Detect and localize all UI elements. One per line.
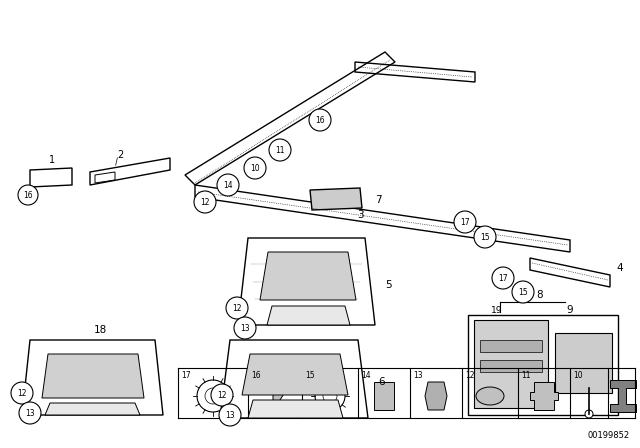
Text: 12: 12 bbox=[200, 198, 210, 207]
Text: 17: 17 bbox=[181, 371, 191, 380]
Circle shape bbox=[492, 267, 514, 289]
Circle shape bbox=[234, 317, 256, 339]
Text: 11: 11 bbox=[275, 146, 285, 155]
Text: 13: 13 bbox=[25, 409, 35, 418]
Text: 9: 9 bbox=[566, 305, 573, 315]
Polygon shape bbox=[267, 380, 285, 412]
Polygon shape bbox=[530, 382, 558, 410]
Polygon shape bbox=[45, 403, 140, 415]
Text: 13: 13 bbox=[413, 371, 422, 380]
Circle shape bbox=[18, 185, 38, 205]
Text: 13: 13 bbox=[240, 323, 250, 332]
Text: 15: 15 bbox=[305, 371, 315, 380]
Text: 12: 12 bbox=[465, 371, 474, 380]
Text: 14: 14 bbox=[223, 181, 233, 190]
Polygon shape bbox=[267, 306, 350, 325]
Text: 2: 2 bbox=[117, 150, 123, 160]
Polygon shape bbox=[242, 354, 348, 395]
Text: 18: 18 bbox=[93, 325, 107, 335]
Text: 10: 10 bbox=[573, 371, 582, 380]
Polygon shape bbox=[425, 382, 447, 410]
Circle shape bbox=[11, 382, 33, 404]
Polygon shape bbox=[474, 320, 548, 408]
Text: 14: 14 bbox=[361, 371, 371, 380]
Circle shape bbox=[585, 410, 593, 418]
Polygon shape bbox=[260, 252, 356, 300]
Circle shape bbox=[309, 109, 331, 131]
Text: 3: 3 bbox=[356, 210, 364, 220]
Text: 16: 16 bbox=[315, 116, 325, 125]
Text: 15: 15 bbox=[518, 288, 528, 297]
Circle shape bbox=[211, 384, 233, 406]
Text: 11: 11 bbox=[521, 371, 531, 380]
Ellipse shape bbox=[476, 387, 504, 405]
Text: 1: 1 bbox=[49, 155, 55, 165]
Polygon shape bbox=[374, 382, 394, 410]
Polygon shape bbox=[555, 333, 612, 393]
Polygon shape bbox=[480, 340, 542, 352]
Text: 16: 16 bbox=[251, 371, 260, 380]
Polygon shape bbox=[310, 188, 362, 210]
Circle shape bbox=[474, 226, 496, 248]
Text: 00199852: 00199852 bbox=[588, 431, 630, 440]
Polygon shape bbox=[248, 400, 343, 418]
Text: 10: 10 bbox=[250, 164, 260, 172]
Circle shape bbox=[269, 139, 291, 161]
Circle shape bbox=[217, 174, 239, 196]
Text: 7: 7 bbox=[374, 195, 381, 205]
Text: 17: 17 bbox=[460, 217, 470, 227]
Text: 12: 12 bbox=[17, 388, 27, 397]
Circle shape bbox=[454, 211, 476, 233]
Text: 17: 17 bbox=[498, 273, 508, 283]
Text: 19: 19 bbox=[492, 306, 503, 314]
Polygon shape bbox=[480, 360, 542, 372]
Text: 12: 12 bbox=[232, 303, 242, 313]
Text: 5: 5 bbox=[385, 280, 391, 290]
Text: 8: 8 bbox=[537, 290, 543, 300]
Circle shape bbox=[19, 402, 41, 424]
Text: 15: 15 bbox=[480, 233, 490, 241]
Circle shape bbox=[244, 157, 266, 179]
Circle shape bbox=[194, 191, 216, 213]
Text: 13: 13 bbox=[225, 410, 235, 419]
Text: 12: 12 bbox=[217, 391, 227, 400]
Text: 6: 6 bbox=[379, 377, 385, 387]
Circle shape bbox=[512, 281, 534, 303]
Text: 4: 4 bbox=[617, 263, 623, 273]
Circle shape bbox=[226, 297, 248, 319]
Circle shape bbox=[219, 404, 241, 426]
Polygon shape bbox=[609, 380, 636, 412]
Polygon shape bbox=[42, 354, 144, 398]
Text: 16: 16 bbox=[23, 190, 33, 199]
